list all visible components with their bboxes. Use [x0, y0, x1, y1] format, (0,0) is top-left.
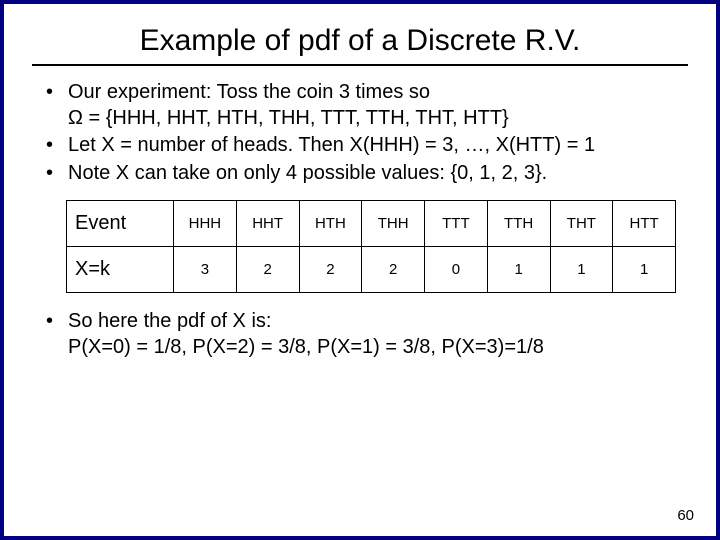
table-cell: HHH [174, 201, 237, 247]
table-row: Event HHH HHT HTH THH TTT TTH THT HTT [67, 201, 676, 247]
bullet-item: Our experiment: Toss the coin 3 times so… [46, 80, 682, 131]
table-cell: 1 [550, 247, 613, 293]
table-cell: 2 [299, 247, 362, 293]
table-cell: HTH [299, 201, 362, 247]
row-label-xk: X=k [67, 247, 174, 293]
table-row: X=k 3 2 2 2 0 1 1 1 [67, 247, 676, 293]
page-number: 60 [677, 507, 694, 524]
row-label-event: Event [67, 201, 174, 247]
table-cell: TTT [425, 201, 488, 247]
table-cell: THH [362, 201, 425, 247]
table-cell: TTH [487, 201, 550, 247]
bullets-bottom: So here the pdf of X is: P(X=0) = 1/8, P… [32, 309, 688, 360]
table-cell: 1 [613, 247, 676, 293]
title-rule [32, 64, 688, 66]
table-cell: THT [550, 201, 613, 247]
bullet-item: So here the pdf of X is: P(X=0) = 1/8, P… [46, 309, 682, 360]
table-cell: HHT [236, 201, 299, 247]
bullet-item: Let X = number of heads. Then X(HHH) = 3… [46, 133, 682, 159]
event-table-wrap: Event HHH HHT HTH THH TTT TTH THT HTT X=… [66, 200, 688, 293]
bullets-top: Our experiment: Toss the coin 3 times so… [32, 80, 688, 186]
table-cell: 3 [174, 247, 237, 293]
table-cell: HTT [613, 201, 676, 247]
table-cell: 1 [487, 247, 550, 293]
slide-title: Example of pdf of a Discrete R.V. [32, 24, 688, 58]
table-cell: 0 [425, 247, 488, 293]
slide: Example of pdf of a Discrete R.V. Our ex… [0, 0, 720, 540]
table-cell: 2 [362, 247, 425, 293]
bullet-item: Note X can take on only 4 possible value… [46, 161, 682, 187]
table-cell: 2 [236, 247, 299, 293]
event-table: Event HHH HHT HTH THH TTT TTH THT HTT X=… [66, 200, 676, 293]
